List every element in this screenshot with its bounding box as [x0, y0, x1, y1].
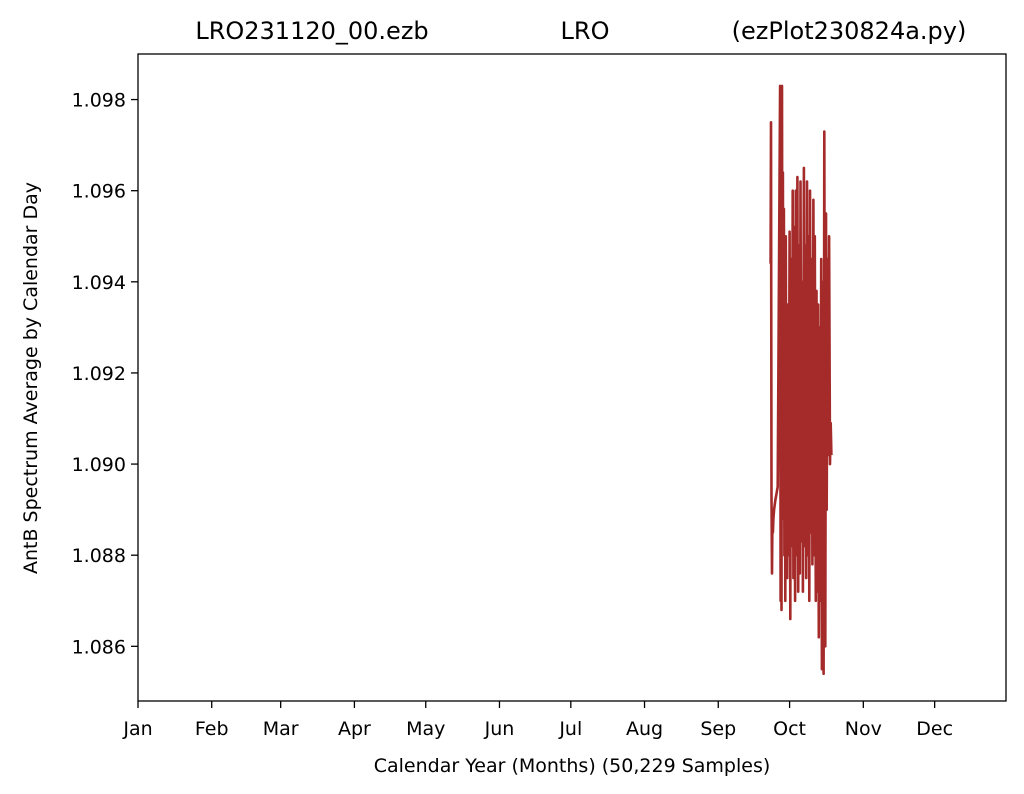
x-tick-label: Dec [916, 718, 953, 740]
plot-area [137, 53, 1007, 702]
x-tick-label: Feb [195, 718, 229, 740]
y-axis-label: AntB Spectrum Average by Calendar Day [20, 182, 42, 574]
x-tick-label: Oct [773, 718, 806, 740]
x-tick-label: Jan [122, 718, 152, 740]
y-tick-label: 1.088 [72, 545, 126, 567]
y-tick-label: 1.090 [72, 454, 126, 476]
chart-title-center: LRO [561, 17, 610, 45]
y-tick-label: 1.098 [72, 90, 126, 112]
x-tick-label: Mar [263, 718, 299, 740]
y-tick-label: 1.096 [72, 181, 126, 203]
x-tick-label: May [406, 718, 445, 740]
x-tick-label: Jul [558, 718, 582, 740]
y-tick-label: 1.086 [72, 636, 126, 658]
y-tick-label: 1.094 [72, 272, 126, 294]
x-axis-label: Calendar Year (Months) (50,229 Samples) [374, 755, 771, 777]
y-tick-label: 1.092 [72, 363, 126, 385]
x-tick-label: Nov [845, 718, 882, 740]
chart-title-left: LRO231120_00.ezb [195, 17, 428, 45]
x-tick-label: Apr [338, 718, 371, 740]
series-layer [769, 84, 833, 676]
chart-title-right: (ezPlot230824a.py) [732, 17, 967, 45]
x-axis-ticks: Jan Feb Mar Apr May Jun Jul Aug Sep Oct Nov Dec [122, 701, 953, 740]
x-tick-label: Aug [626, 718, 663, 740]
series-line [769, 84, 833, 676]
plot-frame [137, 53, 1007, 702]
x-tick-label: Jun [484, 718, 515, 740]
x-tick-label: Sep [700, 718, 736, 740]
y-axis-ticks: 1.086 1.088 1.090 1.092 1.094 1.096 1.098 [72, 90, 138, 658]
